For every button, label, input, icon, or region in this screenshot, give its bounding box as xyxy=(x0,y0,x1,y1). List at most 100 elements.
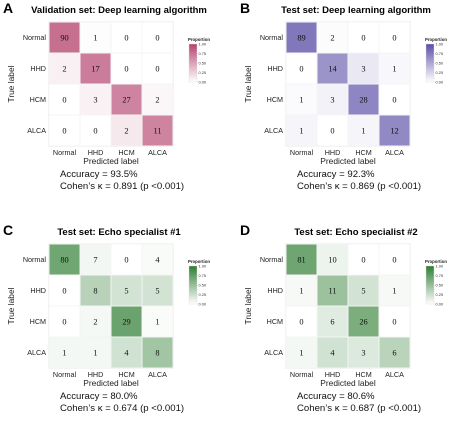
kappa-text: Cohen’s κ = 0.687 (p <0.001) xyxy=(297,403,421,414)
panel-title: Test set: Deep learning algorithm xyxy=(281,5,431,16)
cell-value: 0 xyxy=(93,127,97,136)
heatmap-cell xyxy=(286,22,317,53)
heatmap-cell xyxy=(286,84,317,115)
cell-value: 3 xyxy=(93,96,97,105)
heatmap-cell xyxy=(80,115,111,146)
y-tick-label: HHD xyxy=(267,286,283,295)
heatmap-cell xyxy=(379,53,410,84)
cell-value: 0 xyxy=(299,318,303,327)
heatmap-cell xyxy=(286,53,317,84)
cell-value: 3 xyxy=(361,65,365,74)
heatmap-cell xyxy=(49,337,80,368)
cell-value: 80 xyxy=(60,256,68,265)
legend-tick-label: 1.00 xyxy=(199,263,207,268)
panel-letter: B xyxy=(240,0,250,16)
cell-value: 14 xyxy=(328,65,337,74)
cell-value: 1 xyxy=(299,96,303,105)
legend-tick-label: 0.50 xyxy=(436,282,444,287)
cell-value: 6 xyxy=(330,318,334,327)
heatmap-cell xyxy=(286,306,317,337)
x-tick-label: Normal xyxy=(290,148,314,157)
y-axis-label: True label xyxy=(6,287,16,324)
heatmap-cell xyxy=(286,337,317,368)
x-tick-label: HHD xyxy=(325,148,341,157)
heatmap-cell xyxy=(348,275,379,306)
y-tick-label: ALCA xyxy=(264,348,283,357)
cell-value: 0 xyxy=(62,127,66,136)
x-axis-label: Predicted label xyxy=(83,156,139,166)
heatmap-cell xyxy=(111,53,142,84)
x-axis-label: Predicted label xyxy=(320,378,376,388)
panel-letter: D xyxy=(240,222,250,238)
heatmap-cell xyxy=(49,244,80,275)
legend-tick-label: 0.00 xyxy=(199,301,207,306)
cell-value: 0 xyxy=(124,65,128,74)
kappa-text: Cohen’s κ = 0.891 (p <0.001) xyxy=(60,181,184,192)
legend-title: Proportion xyxy=(188,37,210,42)
cell-value: 2 xyxy=(330,34,334,43)
heatmap-cell xyxy=(111,337,142,368)
cell-value: 0 xyxy=(361,256,365,265)
heatmap-cell xyxy=(348,53,379,84)
legend-colorbar xyxy=(425,265,435,305)
heatmap-cell xyxy=(80,275,111,306)
panel-letter: A xyxy=(3,0,13,16)
heatmap-cell xyxy=(317,275,348,306)
heatmap-cell xyxy=(49,306,80,337)
heatmap-cell xyxy=(80,84,111,115)
cell-value: 1 xyxy=(93,349,97,358)
heatmap-cell xyxy=(80,22,111,53)
panel-b: B Test set: Deep learning algorithm 89 2 0 0 0… xyxy=(240,0,447,192)
heatmap-cell xyxy=(142,244,173,275)
legend-colorbar xyxy=(188,265,198,305)
panel-title: Validation set: Deep learning algorithm xyxy=(31,5,207,16)
cell-value: 3 xyxy=(330,96,334,105)
x-tick-label: Normal xyxy=(53,148,77,157)
accuracy-text: Accuracy = 80.0% xyxy=(60,391,138,402)
cell-value: 0 xyxy=(124,34,128,43)
legend-title: Proportion xyxy=(425,37,447,42)
cell-value: 0 xyxy=(299,65,303,74)
x-tick-label: HCM xyxy=(118,370,134,379)
x-tick-label: Normal xyxy=(290,370,314,379)
cell-value: 5 xyxy=(155,287,159,296)
cell-value: 0 xyxy=(155,65,159,74)
heatmap-cell xyxy=(142,115,173,146)
heatmap-cell xyxy=(379,115,410,146)
legend-tick-label: 0.00 xyxy=(436,301,444,306)
heatmap-cell xyxy=(142,22,173,53)
heatmap-cell xyxy=(317,337,348,368)
legend-colorbar xyxy=(425,43,435,83)
x-tick-label: HHD xyxy=(88,148,104,157)
heatmap-cell xyxy=(80,306,111,337)
cell-value: 0 xyxy=(124,256,128,265)
y-tick-label: Normal xyxy=(23,33,47,42)
legend-tick-label: 0.25 xyxy=(436,292,444,297)
accuracy-text: Accuracy = 93.5% xyxy=(60,169,138,180)
cell-value: 5 xyxy=(124,287,128,296)
heatmap-cell xyxy=(49,84,80,115)
heatmap-cell xyxy=(111,306,142,337)
x-axis-label: Predicted label xyxy=(83,378,139,388)
heatmap-cell xyxy=(348,84,379,115)
cell-value: 0 xyxy=(62,287,66,296)
cell-value: 10 xyxy=(328,256,336,265)
panel-title: Test set: Echo specialist #1 xyxy=(57,227,181,238)
heatmap-cell xyxy=(317,115,348,146)
heatmap-cell xyxy=(379,84,410,115)
y-tick-label: HHD xyxy=(30,286,46,295)
panel-c: C Test set: Echo specialist #1 80 7 0 4 0 8 5 5 0 2… xyxy=(3,222,210,414)
cell-value: 27 xyxy=(122,96,130,105)
legend-tick-label: 0.25 xyxy=(436,70,444,75)
cell-value: 17 xyxy=(91,65,99,74)
x-tick-label: HCM xyxy=(355,148,371,157)
cell-value: 1 xyxy=(392,287,396,296)
cell-value: 29 xyxy=(122,318,130,327)
accuracy-text: Accuracy = 92.3% xyxy=(297,169,375,180)
heatmap-cell xyxy=(379,244,410,275)
heatmap-cell xyxy=(348,306,379,337)
heatmap-cell xyxy=(317,53,348,84)
cell-value: 1 xyxy=(93,34,97,43)
heatmap-cell xyxy=(286,275,317,306)
